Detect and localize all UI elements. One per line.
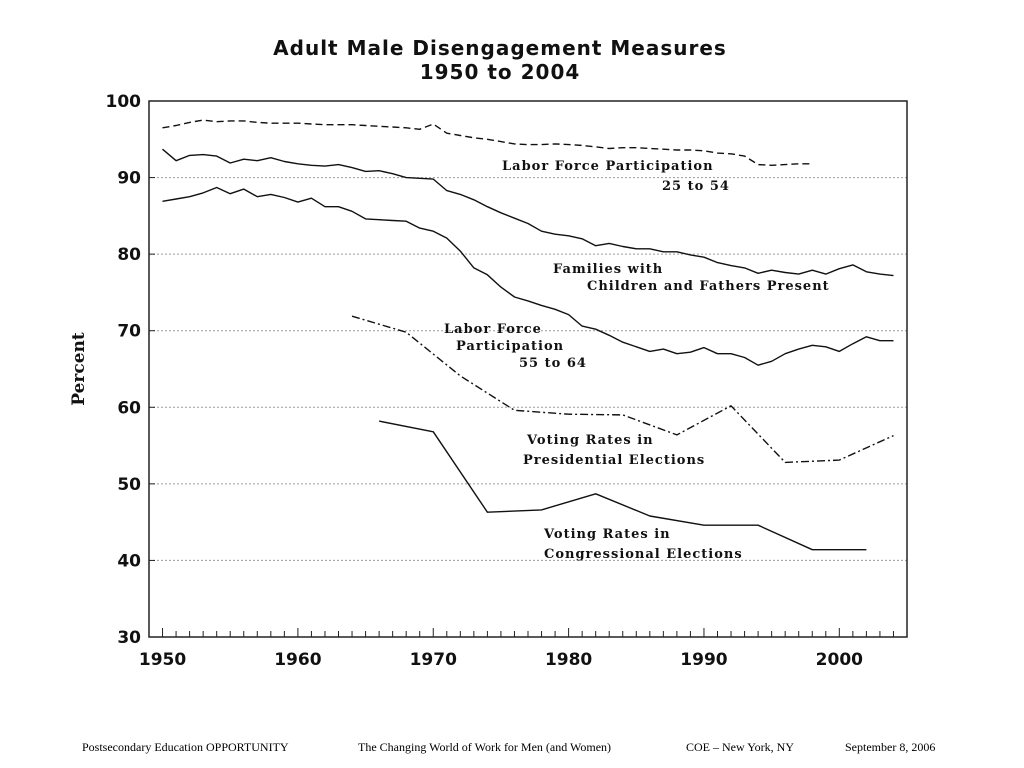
series-label-3: 55 to 64 — [519, 356, 587, 371]
chart-title-line-2: 1950 to 2004 — [419, 60, 581, 84]
series-line-2 — [162, 148, 894, 277]
footer-presentation-title: The Changing World of Work for Men (and … — [358, 740, 612, 754]
y-tick-label: 100 — [106, 92, 142, 112]
x-tick-label: 1960 — [274, 650, 321, 670]
y-tick-label: 80 — [117, 245, 141, 265]
series-label-4: Presidential Elections — [523, 453, 705, 468]
x-tick-label: 2000 — [816, 650, 863, 670]
y-tick-label: 50 — [117, 475, 141, 495]
series-label-4: Voting Rates in — [526, 433, 654, 448]
series-label-2: Families with — [553, 262, 663, 277]
y-tick-label: 70 — [117, 322, 141, 342]
footer-publication: Postsecondary Education OPPORTUNITY — [82, 740, 289, 754]
y-tick-label: 30 — [117, 628, 141, 648]
series-label-3: Labor Force — [444, 322, 542, 337]
footer-date: September 8, 2006 — [845, 740, 936, 754]
series-label-5: Voting Rates in — [543, 527, 671, 542]
series-label-3: Participation — [456, 339, 564, 354]
x-tick-label: 1980 — [545, 650, 592, 670]
series-label-1: Labor Force Participation — [502, 159, 714, 174]
series-label-5: Congressional Elections — [544, 547, 743, 562]
series-label-2: Children and Fathers Present — [587, 279, 830, 294]
y-axis-label: Percent — [69, 332, 89, 406]
x-tick-label: 1990 — [680, 650, 727, 670]
series-line-1 — [162, 119, 813, 166]
series-label-1: 25 to 54 — [662, 179, 730, 194]
series-line-5 — [378, 420, 867, 551]
series-line-4 — [351, 315, 894, 464]
series-line-3 — [162, 186, 894, 366]
footer-location: COE – New York, NY — [686, 740, 795, 754]
x-tick-label: 1970 — [410, 650, 457, 670]
chart-title-line-1: Adult Male Disengagement Measures — [273, 36, 727, 60]
y-tick-label: 90 — [117, 169, 141, 189]
y-tick-label: 40 — [117, 551, 141, 571]
x-tick-label: 1950 — [139, 650, 186, 670]
y-tick-label: 60 — [117, 398, 141, 418]
